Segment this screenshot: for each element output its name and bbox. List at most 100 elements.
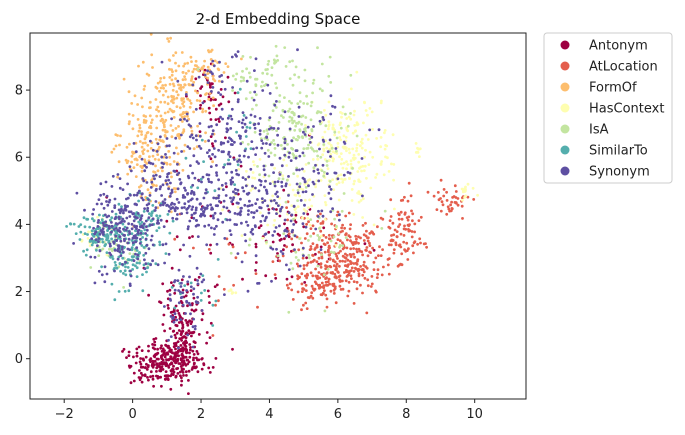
data-point (321, 163, 325, 167)
data-point (253, 126, 257, 130)
data-point (243, 122, 247, 126)
data-point (317, 256, 321, 260)
data-point (276, 143, 280, 147)
data-point (195, 138, 198, 142)
data-point (142, 148, 146, 152)
data-point (97, 219, 100, 222)
data-point (174, 341, 178, 345)
data-point (142, 114, 146, 118)
data-point (327, 127, 330, 131)
data-point (288, 115, 292, 119)
data-point (165, 156, 168, 159)
data-point (306, 273, 309, 277)
data-point (352, 182, 356, 186)
data-point (456, 203, 460, 207)
data-point (181, 120, 184, 123)
data-point (329, 188, 333, 191)
data-point (387, 257, 391, 260)
data-point (171, 373, 175, 376)
data-point (254, 186, 257, 190)
data-point (116, 222, 119, 226)
data-point (156, 219, 160, 223)
data-point (204, 131, 208, 135)
data-point (285, 164, 289, 167)
data-point (137, 199, 141, 203)
data-point (180, 150, 184, 153)
data-point (138, 222, 142, 226)
data-point (115, 266, 119, 270)
data-point (261, 214, 265, 218)
data-point (192, 353, 196, 356)
data-point (304, 301, 308, 305)
data-point (352, 252, 355, 256)
data-point (186, 362, 190, 366)
data-point (134, 234, 137, 237)
data-point (193, 278, 197, 282)
data-point (371, 155, 375, 159)
data-point (365, 229, 368, 233)
data-point (341, 112, 344, 115)
data-point (179, 118, 182, 121)
data-point (285, 277, 289, 281)
data-point (181, 354, 185, 358)
data-point (294, 156, 298, 160)
data-point (132, 219, 136, 223)
data-point (349, 159, 353, 163)
data-point (122, 250, 125, 254)
data-point (129, 269, 132, 273)
data-point (304, 225, 308, 229)
data-point (305, 94, 308, 98)
data-point (292, 136, 295, 140)
data-point (328, 264, 332, 268)
data-point (231, 86, 235, 89)
data-point (124, 158, 128, 162)
x-tick-label: 4 (265, 407, 273, 422)
data-point (237, 167, 241, 171)
data-point (213, 189, 217, 193)
data-point (355, 262, 359, 266)
data-point (141, 105, 144, 109)
data-point (329, 210, 333, 214)
data-point (199, 214, 203, 218)
data-point (80, 238, 84, 242)
data-point (161, 118, 165, 122)
data-point (138, 185, 141, 189)
data-point (235, 72, 239, 76)
data-point (150, 118, 154, 122)
data-point (181, 371, 185, 374)
data-point (137, 376, 141, 379)
data-point (297, 258, 300, 262)
data-point (324, 236, 328, 239)
data-point (296, 205, 300, 209)
data-point (279, 144, 283, 147)
data-point (334, 268, 338, 272)
data-point (406, 223, 410, 227)
data-point (312, 288, 316, 292)
data-point (190, 213, 194, 217)
data-point (310, 284, 314, 288)
data-point (273, 273, 277, 276)
data-point (188, 99, 192, 102)
data-point (372, 268, 376, 271)
data-point (335, 136, 339, 140)
data-point (203, 140, 207, 143)
data-point (152, 354, 156, 358)
data-point (157, 226, 161, 230)
data-point (393, 228, 397, 232)
data-point (195, 219, 199, 222)
data-point (177, 354, 181, 358)
data-point (269, 151, 273, 155)
data-point (110, 221, 113, 224)
data-point (166, 289, 169, 293)
data-point (239, 197, 242, 201)
data-point (192, 296, 196, 300)
data-point (287, 194, 290, 197)
data-point (99, 221, 103, 225)
data-point (147, 344, 150, 348)
data-point (220, 107, 224, 111)
data-point (135, 261, 139, 265)
data-point (322, 286, 326, 290)
data-point (349, 73, 353, 77)
data-point (343, 264, 347, 267)
